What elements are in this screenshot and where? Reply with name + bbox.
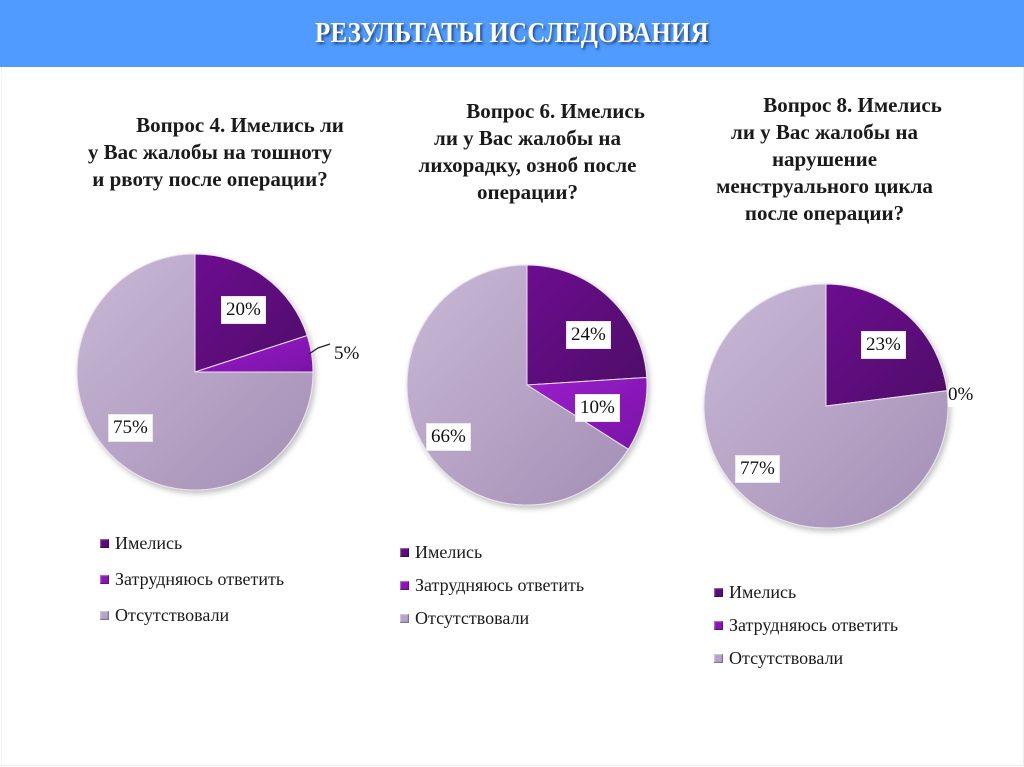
question-line: нарушение bbox=[771, 147, 878, 171]
legend-swatch-icon bbox=[714, 620, 723, 630]
legend-item-absent: Отсутствовали bbox=[100, 603, 284, 627]
chart-2-label-absent: 66% bbox=[426, 423, 471, 451]
question-line: Вопрос 8. Имелись bbox=[763, 93, 942, 117]
question-line: менструального цикла bbox=[716, 174, 933, 198]
question-line: ли у Вас жалобы на bbox=[731, 120, 918, 144]
legend-swatch-icon bbox=[100, 574, 109, 584]
chart-1-legend: Имелись Затрудняюсь ответить Отсутствова… bbox=[100, 531, 284, 627]
legend-label: Затрудняюсь ответить bbox=[115, 568, 285, 589]
legend-label: Затрудняюсь ответить bbox=[729, 614, 899, 635]
chart-2-question: Вопрос 6. Имелись ли у Вас жалобы на лих… bbox=[385, 98, 670, 206]
chart-2-label-hard: 10% bbox=[575, 394, 620, 422]
legend-swatch-icon bbox=[400, 547, 409, 557]
legend-item-had: Имелись bbox=[714, 580, 898, 604]
legend-swatch-icon bbox=[714, 653, 723, 663]
legend-label: Отсутствовали bbox=[115, 604, 230, 625]
legend-label: Имелись bbox=[729, 581, 797, 602]
legend-item-hard-to-answer: Затрудняюсь ответить bbox=[714, 613, 898, 637]
legend-label: Имелись bbox=[115, 532, 183, 553]
chart-3-label-hard: 0% bbox=[948, 383, 974, 407]
leader-line bbox=[308, 343, 331, 355]
legend-swatch-icon bbox=[400, 613, 409, 623]
legend-label: Имелись bbox=[415, 541, 483, 562]
pie-chart-question-4 bbox=[76, 253, 314, 491]
legend-item-hard-to-answer: Затрудняюсь ответить bbox=[400, 573, 584, 597]
question-line: и рвоту после операции? bbox=[92, 167, 328, 191]
legend-swatch-icon bbox=[714, 587, 723, 597]
chart-1-label-absent: 75% bbox=[108, 414, 153, 442]
chart-2-label-had: 24% bbox=[566, 321, 611, 349]
question-line: у Вас жалобы на тошноту bbox=[87, 140, 333, 164]
chart-1-label-had: 20% bbox=[221, 296, 266, 324]
question-line: после операции? bbox=[744, 201, 905, 225]
question-line: Вопрос 6. Имелись bbox=[466, 99, 645, 123]
pie-chart-question-6 bbox=[406, 264, 648, 506]
question-line: ли у Вас жалобы на bbox=[434, 126, 621, 150]
chart-1-label-hard: 5% bbox=[334, 343, 360, 364]
legend-item-absent: Отсутствовали bbox=[400, 606, 584, 630]
question-line: лихорадку, озноб после bbox=[418, 153, 637, 177]
chart-3-legend: Имелись Затрудняюсь ответить Отсутствова… bbox=[714, 580, 898, 670]
legend-label: Отсутствовали bbox=[415, 607, 530, 628]
legend-swatch-icon bbox=[400, 580, 409, 590]
legend-swatch-icon bbox=[100, 610, 109, 620]
chart-3-label-absent: 77% bbox=[735, 455, 780, 483]
question-line: Вопрос 4. Имелись ли bbox=[136, 113, 344, 137]
legend-swatch-icon bbox=[100, 538, 109, 548]
legend-item-had: Имелись bbox=[100, 531, 284, 555]
legend-item-had: Имелись bbox=[400, 540, 584, 564]
legend-label: Затрудняюсь ответить bbox=[415, 574, 585, 595]
chart-3-question: Вопрос 8. Имелись ли у Вас жалобы на нар… bbox=[682, 92, 967, 227]
legend-item-absent: Отсутствовали bbox=[714, 646, 898, 670]
slide-header: РЕЗУЛЬТАТЫ ИССЛЕДОВАНИЯ bbox=[0, 0, 1024, 67]
legend-label: Отсутствовали bbox=[729, 647, 844, 668]
slide-title: РЕЗУЛЬТАТЫ ИССЛЕДОВАНИЯ bbox=[315, 17, 709, 49]
legend-item-hard-to-answer: Затрудняюсь ответить bbox=[100, 567, 284, 591]
question-line: операции? bbox=[477, 180, 578, 204]
chart-2-legend: Имелись Затрудняюсь ответить Отсутствова… bbox=[400, 540, 584, 630]
chart-1-question: Вопрос 4. Имелись ли у Вас жалобы на тош… bbox=[55, 112, 365, 193]
pie-chart-question-8 bbox=[703, 283, 949, 529]
chart-3-label-had: 23% bbox=[861, 331, 906, 359]
